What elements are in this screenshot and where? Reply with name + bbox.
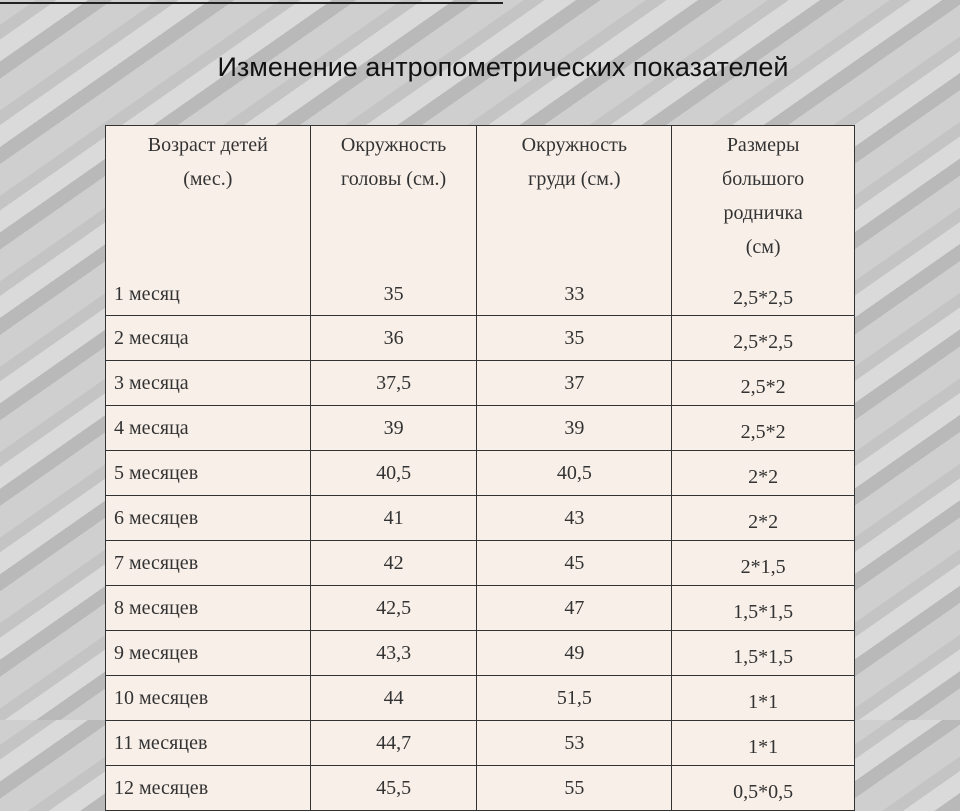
table-cell: 47: [476, 585, 673, 631]
table-cell: 2,5*2,5: [671, 273, 855, 316]
table-cell: 1*1: [671, 720, 855, 766]
table-cell: 39: [309, 405, 478, 451]
table-cell: 2*2: [671, 450, 855, 496]
table-cell: 45: [476, 540, 673, 586]
table-cell: 37: [476, 360, 673, 406]
table-cell: 1,5*1,5: [671, 630, 855, 676]
table-row: 7 месяцев 42 45 2*1,5: [105, 540, 855, 586]
table-row: 5 месяцев 40,5 40,5 2*2: [105, 450, 855, 496]
table-cell: 2*1,5: [671, 540, 855, 586]
table-cell: 0,5*0,5: [671, 765, 855, 811]
table-cell: 51,5: [476, 675, 673, 721]
table-cell: 5 месяцев: [105, 450, 311, 496]
header-line: (мес.): [183, 168, 233, 190]
header-cell: Возраст детей (мес.): [105, 125, 311, 273]
table-cell: 55: [476, 765, 673, 811]
table-cell: 36: [309, 315, 478, 361]
table-row: 6 месяцев 41 43 2*2: [105, 495, 855, 541]
table-cell: 11 месяцев: [105, 720, 311, 766]
table-cell: 42: [309, 540, 478, 586]
table-cell: 8 месяцев: [105, 585, 311, 631]
table-cell: 2*2: [671, 495, 855, 541]
table-cell: 37,5: [309, 360, 478, 406]
table-cell: 2,5*2: [671, 360, 855, 406]
table-row: 8 месяцев 42,5 47 1,5*1,5: [105, 585, 855, 631]
table-cell: 10 месяцев: [105, 675, 311, 721]
table-row: 1 месяц 35 33 2,5*2,5: [105, 273, 855, 316]
table-cell: 49: [476, 630, 673, 676]
table-row: 4 месяца 39 39 2,5*2: [105, 405, 855, 451]
table-row: 2 месяца 36 35 2,5*2,5: [105, 315, 855, 361]
table-cell: 53: [476, 720, 673, 766]
table-cell: 33: [476, 273, 673, 316]
header-cell: Окружность груди (см.): [476, 125, 673, 273]
table-cell: 39: [476, 405, 673, 451]
table-cell: 12 месяцев: [105, 765, 311, 811]
table-cell: 1 месяц: [105, 273, 311, 316]
table-cell: 7 месяцев: [105, 540, 311, 586]
header-line: родничка: [723, 202, 803, 224]
header-line: Размеры: [726, 134, 800, 156]
data-table: Возраст детей (мес.) Окружность головы (см.…: [105, 125, 855, 811]
table-cell: 2,5*2,5: [671, 315, 855, 361]
header-line: большого: [722, 168, 805, 190]
header-line: Окружность: [340, 134, 447, 156]
header-line: Окружность: [521, 134, 628, 156]
table-cell: 2 месяца: [105, 315, 311, 361]
table-cell: 9 месяцев: [105, 630, 311, 676]
table-row: 10 месяцев 44 51,5 1*1: [105, 675, 855, 721]
table-cell: 44: [309, 675, 478, 721]
header-line: (см): [745, 236, 781, 258]
table-row: 11 месяцев 44,7 53 1*1: [105, 720, 855, 766]
table-cell: 3 месяца: [105, 360, 311, 406]
table-row: 12 месяцев 45,5 55 0,5*0,5: [105, 765, 855, 811]
header-cell: Размеры большого родничка (см): [671, 125, 855, 273]
header-line: головы (см.): [340, 168, 447, 190]
table-cell: 40,5: [309, 450, 478, 496]
header-line: Возраст детей: [147, 134, 268, 156]
table-cell: 2,5*2: [671, 405, 855, 451]
table-cell: 44,7: [309, 720, 478, 766]
table-cell: 1*1: [671, 675, 855, 721]
table-cell: 41: [309, 495, 478, 541]
table-row: 3 месяца 37,5 37 2,5*2: [105, 360, 855, 406]
table-cell: 42,5: [309, 585, 478, 631]
table-cell: 35: [309, 273, 478, 316]
header-line: груди (см.): [528, 168, 621, 190]
top-rule: [0, 2, 503, 4]
table-cell: 1,5*1,5: [671, 585, 855, 631]
table-cell: 45,5: [309, 765, 478, 811]
table-cell: 43,3: [309, 630, 478, 676]
table-cell: 43: [476, 495, 673, 541]
table-cell: 35: [476, 315, 673, 361]
header-row: Возраст детей (мес.) Окружность головы (см.…: [105, 125, 855, 273]
header-cell: Окружность головы (см.): [309, 125, 478, 273]
table-cell: 6 месяцев: [105, 495, 311, 541]
table-row: 9 месяцев 43,3 49 1,5*1,5: [105, 630, 855, 676]
slide-title: Изменение антропометрических показателей: [217, 52, 789, 82]
table-cell: 4 месяца: [105, 405, 311, 451]
table-cell: 40,5: [476, 450, 673, 496]
